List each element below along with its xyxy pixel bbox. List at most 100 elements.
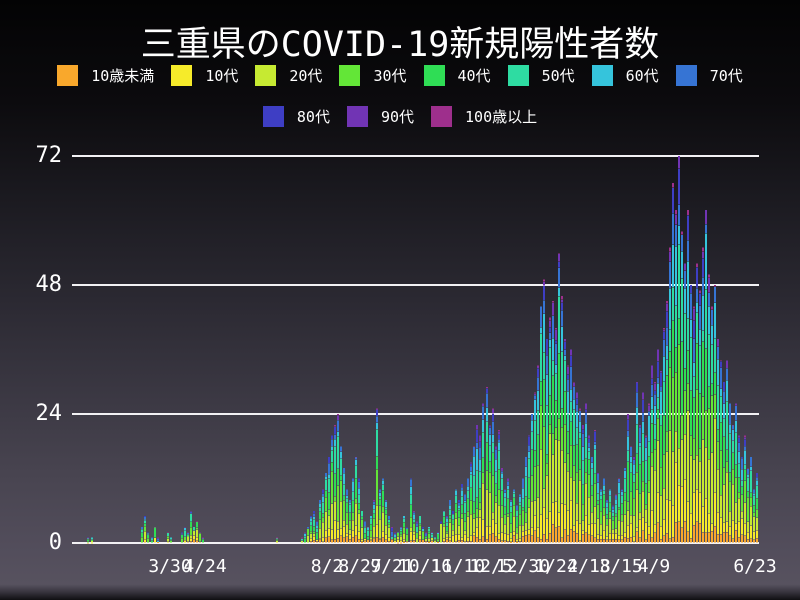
bar-segment — [633, 541, 635, 543]
bar-segment — [519, 525, 521, 539]
bar-segment — [516, 505, 518, 510]
bar-segment — [406, 542, 408, 544]
bar-segment — [630, 492, 632, 515]
bar-segment — [358, 514, 360, 532]
bar-segment — [498, 434, 500, 439]
bar-segment — [576, 444, 578, 472]
bar-segment — [455, 534, 457, 542]
bar-segment — [519, 538, 521, 542]
bar-segment — [419, 516, 421, 524]
bar-segment — [501, 471, 503, 474]
bar-segment — [431, 534, 433, 538]
bar-segment — [549, 327, 551, 333]
bar-segment — [753, 489, 755, 494]
bar-segment — [528, 529, 530, 535]
bar-segment — [720, 534, 722, 543]
bar-segment — [681, 439, 683, 486]
bar-segment — [558, 287, 560, 296]
bar-segment — [397, 542, 399, 544]
bar-segment — [157, 537, 159, 539]
bar-segment — [729, 403, 731, 424]
bar-segment — [714, 372, 716, 395]
bar-segment — [657, 397, 659, 409]
bar-segment — [564, 391, 566, 425]
bar-segment — [322, 489, 324, 490]
bar-segment — [534, 400, 536, 420]
bar-segment — [555, 330, 557, 340]
bar-segment — [190, 541, 192, 543]
bar-segment — [675, 209, 677, 214]
bar-segment — [621, 489, 623, 492]
bar-segment — [570, 349, 572, 356]
bar-segment — [422, 531, 424, 540]
bar-segment — [744, 503, 746, 524]
bar-segment — [651, 452, 653, 467]
bar-segment — [561, 450, 563, 504]
bar-segment — [322, 517, 324, 523]
bar-segment — [495, 524, 497, 537]
bar-segment — [473, 519, 475, 533]
bar-segment — [537, 410, 539, 435]
bar-segment — [525, 513, 527, 523]
bar-segment — [555, 365, 557, 373]
bar-segment — [591, 496, 593, 513]
bar-segment — [669, 539, 671, 543]
bar-segment — [422, 528, 424, 531]
bar-segment — [144, 526, 146, 532]
bar-segment — [141, 537, 143, 543]
bar-segment — [588, 497, 590, 525]
bar-segment — [492, 475, 494, 512]
bar-segment — [726, 401, 728, 450]
bar-segment — [276, 539, 278, 541]
bar-segment — [507, 478, 509, 481]
bar-segment — [376, 409, 378, 416]
bar-segment — [558, 254, 560, 262]
bar-segment — [588, 447, 590, 452]
bar-segment — [717, 385, 719, 429]
bar-segment — [525, 496, 527, 513]
bar-segment — [141, 533, 143, 538]
bar-segment — [516, 510, 518, 517]
bar-segment — [319, 507, 321, 512]
bar-segment — [319, 512, 321, 520]
bar-segment — [516, 542, 518, 543]
bar-segment — [385, 514, 387, 526]
bar-segment — [729, 472, 731, 482]
bar-segment — [304, 536, 306, 539]
bar-segment — [597, 518, 599, 535]
bar-segment — [732, 429, 734, 441]
bar-segment — [606, 525, 608, 537]
bar-segment — [361, 510, 363, 517]
bar-segment — [576, 503, 578, 521]
legend-swatch-icon — [507, 65, 529, 86]
bar-segment — [579, 480, 581, 524]
bar-segment — [546, 463, 548, 476]
bar-segment — [540, 381, 542, 406]
bar-segment — [540, 306, 542, 327]
bar-segment — [684, 313, 686, 369]
bar-segment — [534, 530, 536, 543]
bar-segment — [410, 531, 412, 541]
bar-segment — [373, 537, 375, 539]
bar-segment — [630, 457, 632, 463]
bar-segment — [603, 539, 605, 543]
bar-segment — [495, 495, 497, 503]
bar-segment — [675, 372, 677, 431]
bar-segment — [534, 420, 536, 450]
bar-segment — [406, 529, 408, 535]
bar-segment — [636, 527, 638, 532]
bar-segment — [546, 374, 548, 406]
bar-segment — [382, 512, 384, 532]
bar-segment — [579, 421, 581, 433]
bar-segment — [690, 435, 692, 456]
bar-segment — [570, 500, 572, 529]
bar-segment — [495, 446, 497, 449]
bar-segment — [735, 530, 737, 543]
bar-segment — [747, 477, 749, 491]
bar-segment — [732, 469, 734, 484]
bar-segment — [528, 451, 530, 459]
bar-segment — [313, 510, 315, 514]
bar-segment — [651, 423, 653, 452]
bar-segment — [479, 539, 481, 543]
bar-segment — [428, 532, 430, 534]
